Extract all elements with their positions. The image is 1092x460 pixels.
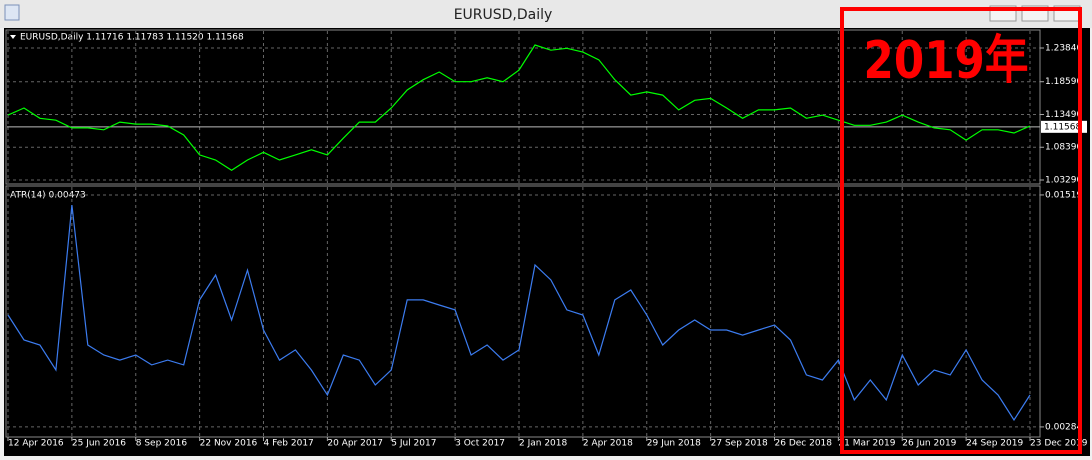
x-tick-label: 4 Feb 2017 <box>264 439 314 449</box>
x-tick-label: 23 Dec 2019 <box>1030 439 1088 449</box>
y-tick-label: 1.13490 <box>1045 110 1082 120</box>
y-tick-label: 1.18590 <box>1045 77 1082 87</box>
annotation: 2019年 <box>864 31 1029 91</box>
y-tick-label: 1.03290 <box>1045 176 1082 186</box>
y-tick-label: 0.00284 <box>1045 422 1082 432</box>
chart-area <box>4 28 1090 456</box>
x-tick-label: 26 Dec 2018 <box>775 439 833 449</box>
price-legend: EURUSD,Daily 1.11716 1.11783 1.11520 1.1… <box>20 33 244 43</box>
x-tick-label: 20 Apr 2017 <box>327 439 383 449</box>
y-tick-label: 1.08390 <box>1045 143 1082 153</box>
x-tick-label: 5 Jul 2017 <box>391 439 436 449</box>
atr-panel <box>5 185 1041 438</box>
dropdown-icon[interactable] <box>10 35 16 39</box>
window-title: EURUSD,Daily <box>454 7 553 23</box>
highlight-box <box>840 7 1082 454</box>
x-tick-label: 22 Nov 2016 <box>200 439 258 449</box>
last-price-box <box>1041 120 1087 133</box>
x-tick-label: 24 Sep 2019 <box>966 439 1023 449</box>
x-tick-label: 2 Jan 2018 <box>519 439 567 449</box>
x-tick-label: 2 Apr 2018 <box>583 439 633 449</box>
atr-legend: ATR(14) 0.00473 <box>10 191 86 201</box>
app-icon <box>4 4 20 21</box>
price-line <box>7 205 1031 422</box>
x-tick-label: 3 Oct 2017 <box>455 439 505 449</box>
x-tick-label: 12 Apr 2016 <box>8 439 64 449</box>
x-tick-label: 21 Mar 2019 <box>838 439 895 449</box>
x-tick-label: 26 Jun 2019 <box>902 439 956 449</box>
x-tick-label: 29 Jun 2018 <box>647 439 701 449</box>
y-tick-label: 0.01519 <box>1045 190 1082 200</box>
last-price-label: 1.11568 <box>1044 122 1081 132</box>
y-tick-label: 1.23840 <box>1045 43 1082 53</box>
price-line <box>7 44 1031 172</box>
price-panel <box>5 29 1041 185</box>
x-tick-label: 27 Sep 2018 <box>711 439 768 449</box>
x-tick-label: 8 Sep 2016 <box>136 439 188 449</box>
x-tick-label: 25 Jun 2016 <box>72 439 126 449</box>
title-bar <box>0 0 1092 28</box>
